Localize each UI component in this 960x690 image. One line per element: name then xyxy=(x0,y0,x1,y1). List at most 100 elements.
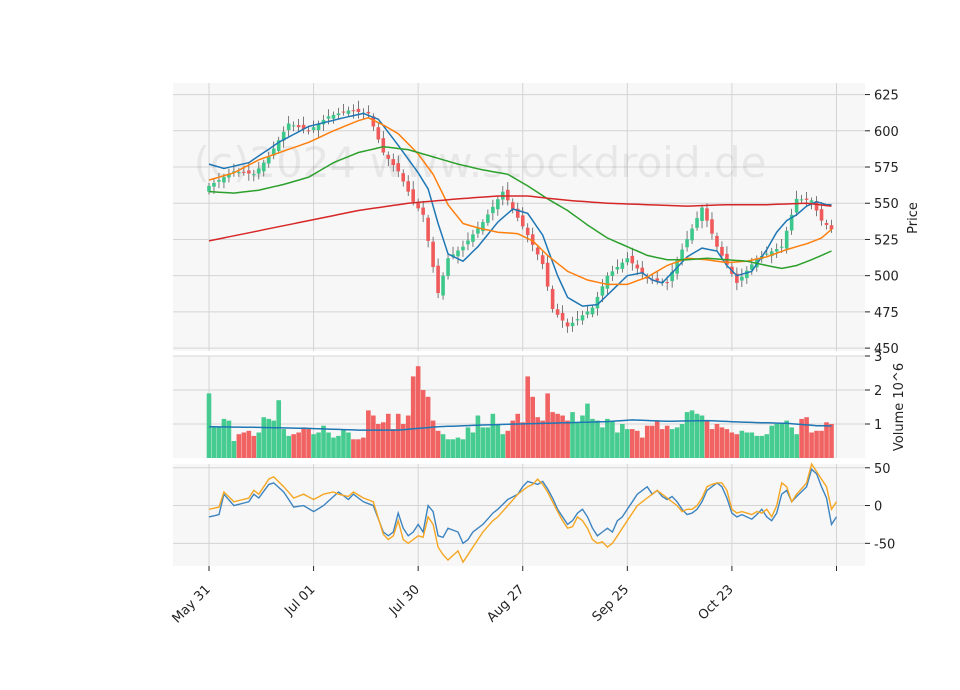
candle-body xyxy=(530,234,535,245)
volume-bars xyxy=(206,366,834,458)
volume-bar xyxy=(525,376,531,458)
candle-body xyxy=(829,225,834,230)
price-tick-label: 575 xyxy=(874,161,899,176)
x-tick-label: Jul 30 xyxy=(386,582,423,619)
volume-average-line xyxy=(208,419,832,431)
candle-body xyxy=(232,171,236,173)
candle-body xyxy=(346,110,351,114)
x-tick-label: Oct 23 xyxy=(696,582,737,623)
volume-bar xyxy=(729,432,735,458)
volume-bar xyxy=(356,439,361,458)
volume-bar xyxy=(206,393,212,458)
volume-bar xyxy=(440,434,446,458)
candle-body xyxy=(705,208,709,221)
volume-bar xyxy=(510,420,516,458)
candle-body xyxy=(406,181,410,192)
candle-body xyxy=(276,140,281,151)
candle-body xyxy=(431,241,435,267)
volume-bar xyxy=(296,432,301,458)
volume-bar xyxy=(400,424,406,458)
volume-bar xyxy=(405,415,411,458)
volume-bar xyxy=(545,393,550,458)
candle-body xyxy=(665,282,669,284)
volume-bar xyxy=(420,390,426,458)
candle-body xyxy=(257,168,261,174)
volume-bar xyxy=(231,441,237,458)
candle-body xyxy=(525,227,530,236)
candle-body xyxy=(381,138,386,153)
candle-body xyxy=(261,162,266,172)
candle-body xyxy=(491,206,495,214)
volume-bar xyxy=(804,417,809,458)
volume-bar xyxy=(714,424,720,458)
candle-body xyxy=(486,214,490,223)
volume-bar xyxy=(226,420,232,458)
volume-bar xyxy=(221,418,227,458)
candle-body xyxy=(685,239,689,248)
candle-body xyxy=(700,207,704,221)
volume-bar xyxy=(286,435,291,458)
volume-bar xyxy=(276,400,282,458)
candle-body xyxy=(774,249,779,252)
volume-bar xyxy=(385,413,391,458)
volume-bar xyxy=(689,410,695,458)
candle-body xyxy=(575,319,580,321)
candle-body xyxy=(481,222,485,232)
candle-body xyxy=(271,148,276,156)
oscillator-line xyxy=(208,462,838,564)
candle-body xyxy=(680,249,684,261)
volume-bar xyxy=(495,424,501,458)
candle-body xyxy=(635,264,640,269)
volume-moving-average xyxy=(208,419,832,431)
volume-bar xyxy=(550,412,555,458)
volume-bar xyxy=(505,430,511,458)
volume-bar xyxy=(540,420,545,458)
volume-bar xyxy=(366,410,371,458)
price-tick-label: 625 xyxy=(874,89,899,104)
volume-bar xyxy=(261,417,267,458)
candle-body xyxy=(585,311,590,315)
candle-body xyxy=(386,154,391,159)
candle-body xyxy=(789,214,794,231)
volume-bar xyxy=(216,427,222,458)
candle-body xyxy=(301,124,306,129)
volume-bar xyxy=(395,413,401,458)
volume-bar xyxy=(271,420,277,458)
volume-bar xyxy=(649,425,655,458)
candle-body xyxy=(326,116,331,119)
volume-bar xyxy=(615,432,620,458)
volume-bar xyxy=(789,427,794,458)
candle-body xyxy=(535,247,540,255)
volume-bar xyxy=(659,429,665,458)
candle-body xyxy=(266,156,271,164)
volume-bar xyxy=(654,420,660,458)
candle-body xyxy=(794,198,799,213)
watermark: (c)2024 www.stockdroid.de xyxy=(194,138,767,187)
volume-bar xyxy=(346,432,351,458)
candle-body xyxy=(416,203,420,209)
volume-bar xyxy=(674,427,680,458)
candle-body xyxy=(824,222,829,225)
volume-bar xyxy=(381,422,386,458)
candle-body xyxy=(366,111,371,114)
volume-axis-title: Volume 10^6 xyxy=(892,363,907,451)
volume-bar xyxy=(754,435,760,458)
volume-tick-label: 1 xyxy=(874,418,882,433)
candle-body xyxy=(341,111,346,113)
candle-body xyxy=(550,288,555,309)
volume-bar xyxy=(430,420,436,458)
candle-body xyxy=(426,217,430,241)
volume-bar xyxy=(281,429,286,458)
volume-bar xyxy=(610,420,615,458)
price-tick-label: 600 xyxy=(874,125,899,140)
candle-body xyxy=(242,171,246,173)
volume-bar xyxy=(326,432,331,458)
candle-body xyxy=(411,189,415,202)
volume-bar xyxy=(824,422,829,458)
volume-bar xyxy=(460,439,466,458)
volume-bar xyxy=(311,434,316,458)
volume-bar xyxy=(639,437,645,458)
volume-bar xyxy=(445,439,451,458)
candle-body xyxy=(351,110,356,112)
moving-average-line xyxy=(208,195,832,242)
